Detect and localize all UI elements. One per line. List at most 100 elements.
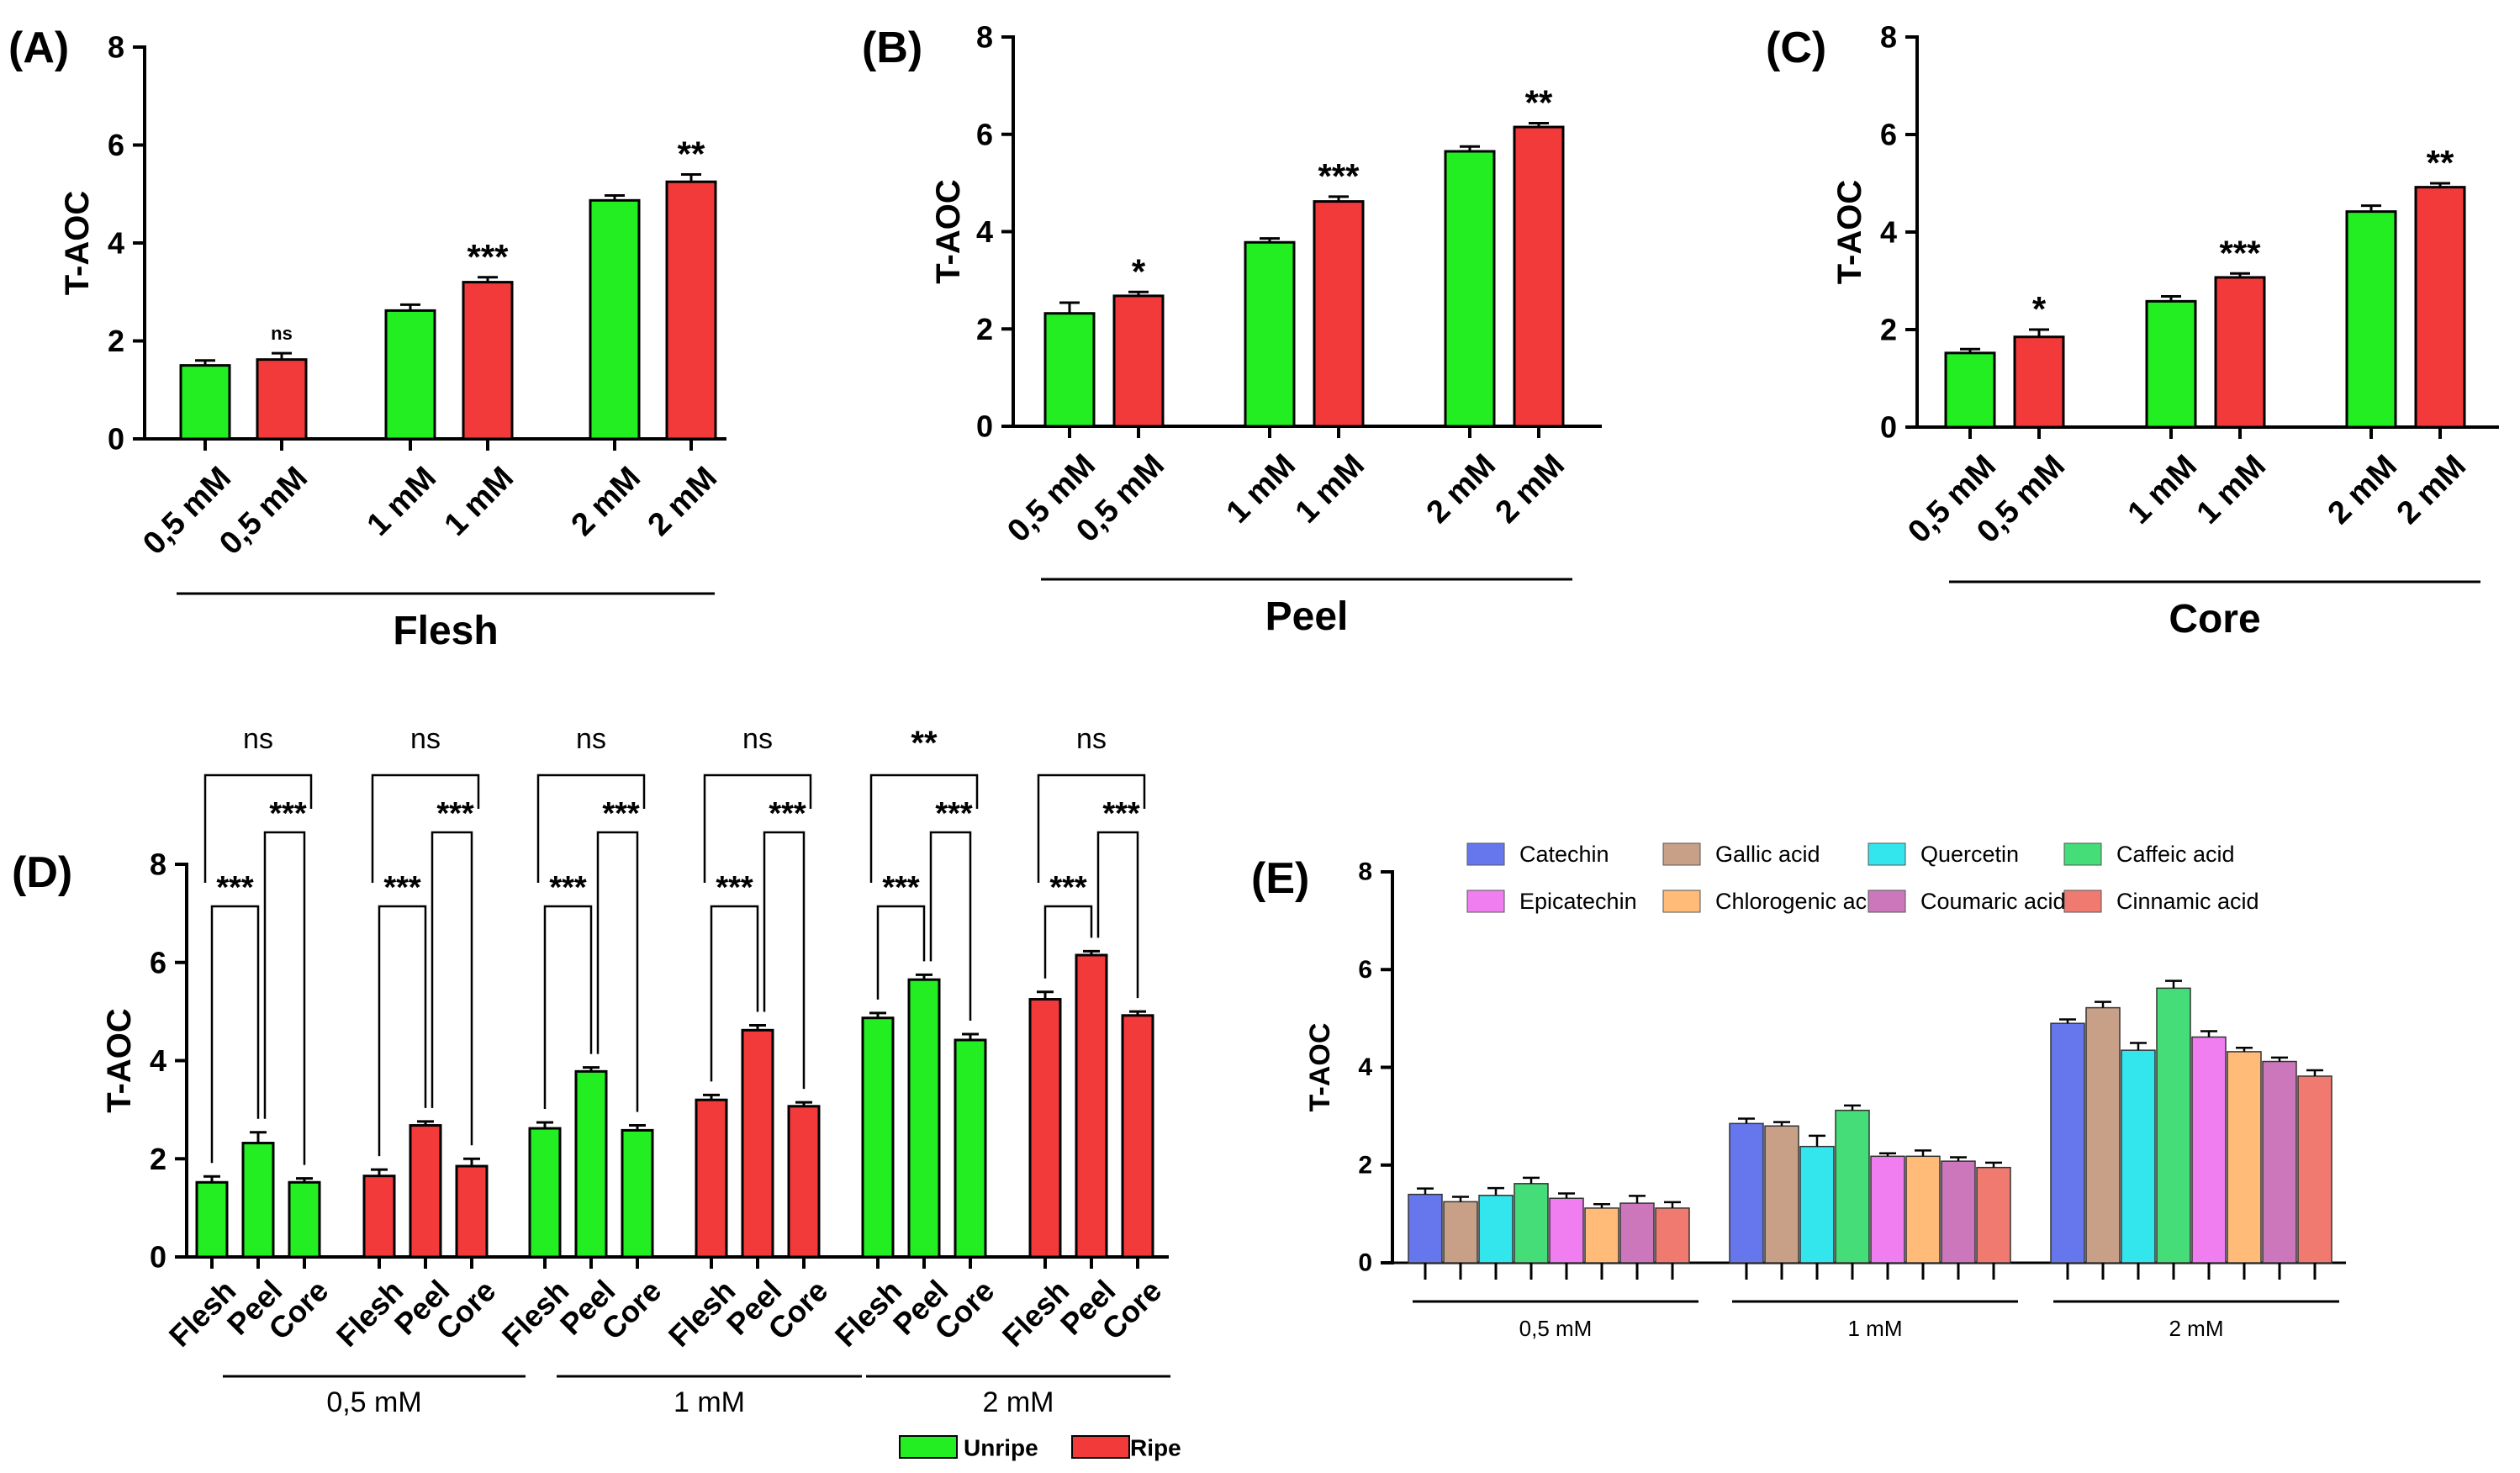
x-tick-label: 1 mM [1289,447,1371,530]
bar [695,1098,728,1259]
bar [1944,351,1996,429]
bar [1028,998,1062,1259]
legend-label: Coumaric acid [1920,889,2066,914]
panel-label: (E) [1251,854,1309,903]
bracket-flesh-core [703,773,812,883]
y-tick-label: 4 [1880,215,1897,250]
y-tick-label: 2 [108,324,124,358]
legend-label: Cinnamic acid [2116,889,2259,914]
bar [2085,1006,2121,1264]
bracket-flesh-peel [210,905,260,1164]
y-tick-label: 0 [1880,410,1897,445]
bracket-peel-core [263,831,306,1165]
bar [1619,1202,1655,1264]
x-tick-label: 1 mM [2121,448,2204,531]
bar [1443,1201,1478,1264]
x-tick-label: 2 mM [565,460,647,542]
y-axis-label: T-AOC [930,179,967,283]
bracket-label: *** [1102,796,1140,832]
bracket-peel-core [596,831,639,1112]
legend-swatch [1662,890,1701,913]
bar [1870,1155,1905,1264]
bar [2345,210,2397,429]
bar [787,1105,821,1259]
x-tick-label: 1 mM [2190,448,2273,531]
y-tick-label: 4 [1358,1053,1372,1081]
bar [1941,1160,1976,1264]
bracket-label: ns [1076,723,1107,755]
bracket-label: *** [1049,870,1087,905]
x-tick-label: 2 mM [2391,448,2473,531]
x-tick-label: 1 mM [438,460,520,542]
group-label: 2 mM [2169,1316,2224,1341]
bracket-label: *** [549,870,587,905]
panel-label: (D) [12,848,72,897]
significance-label: *** [2219,233,2261,272]
bracket-label: *** [216,870,254,905]
group-label: Peel [1265,594,1349,639]
group-label: 2 mM [983,1386,1054,1418]
bar [1764,1125,1799,1264]
bracket-flesh-peel [378,905,427,1157]
significance-label: ns [271,323,293,344]
y-axis-label: T-AOC [1831,180,1868,284]
y-tick-label: 0 [1358,1249,1372,1277]
bar [256,358,308,441]
y-tick-label: 6 [1358,956,1372,984]
bar [288,1180,321,1259]
y-tick-label: 8 [1358,858,1372,886]
y-tick-label: 6 [150,945,166,979]
y-tick-label: 4 [976,214,993,249]
significance-label: *** [1318,156,1360,196]
x-tick-label: 2 mM [1489,447,1572,530]
bar [1549,1197,1584,1264]
legend-swatch [1071,1435,1130,1459]
legend-swatch [1662,842,1701,866]
bracket-flesh-core [1037,773,1146,883]
bar [621,1128,654,1259]
y-tick-label: 8 [108,30,124,65]
bracket-label: ** [911,725,938,762]
y-tick-label: 8 [150,847,166,882]
significance-label: * [1132,251,1146,291]
bar [362,1175,396,1259]
bracket-peel-core [763,831,806,1090]
bar [574,1069,608,1259]
bar [2297,1075,2332,1264]
y-tick-label: 0 [976,409,993,444]
y-tick-label: 2 [1880,313,1897,347]
group-label: Core [2169,597,2260,641]
significance-label: ** [2427,143,2454,182]
significance-label: ** [1525,82,1553,122]
legend-label: Ripe [1130,1435,1181,1461]
legend-label: Gallic acid [1715,842,1820,867]
y-tick-label: 2 [150,1142,166,1176]
bar [861,1016,895,1259]
bar [1478,1195,1514,1264]
legend-label: Catechin [1519,842,1609,867]
y-tick-label: 2 [1358,1151,1372,1179]
bracket-label: ns [410,723,441,755]
bar [462,281,514,441]
bracket-flesh-peel [876,905,926,1000]
bar [1584,1207,1619,1264]
bar [241,1142,275,1259]
bar [1655,1207,1690,1264]
bar [1408,1193,1443,1264]
bracket-label: ns [243,723,273,755]
bar [1729,1122,1764,1264]
y-tick-label: 4 [150,1043,166,1078]
bracket-flesh-core [869,773,979,883]
bar [954,1038,987,1259]
legend-label: Quercetin [1920,842,2019,867]
bracket-flesh-core [536,773,646,883]
bar [179,364,231,441]
group-label: 1 mM [1848,1316,1903,1341]
bracket-label: *** [383,870,421,905]
bar [1444,150,1496,428]
bar [1121,1014,1154,1259]
bracket-peel-core [431,831,473,1146]
bar [1799,1145,1835,1264]
bar [2121,1049,2156,1264]
bracket-flesh-core [203,773,313,883]
